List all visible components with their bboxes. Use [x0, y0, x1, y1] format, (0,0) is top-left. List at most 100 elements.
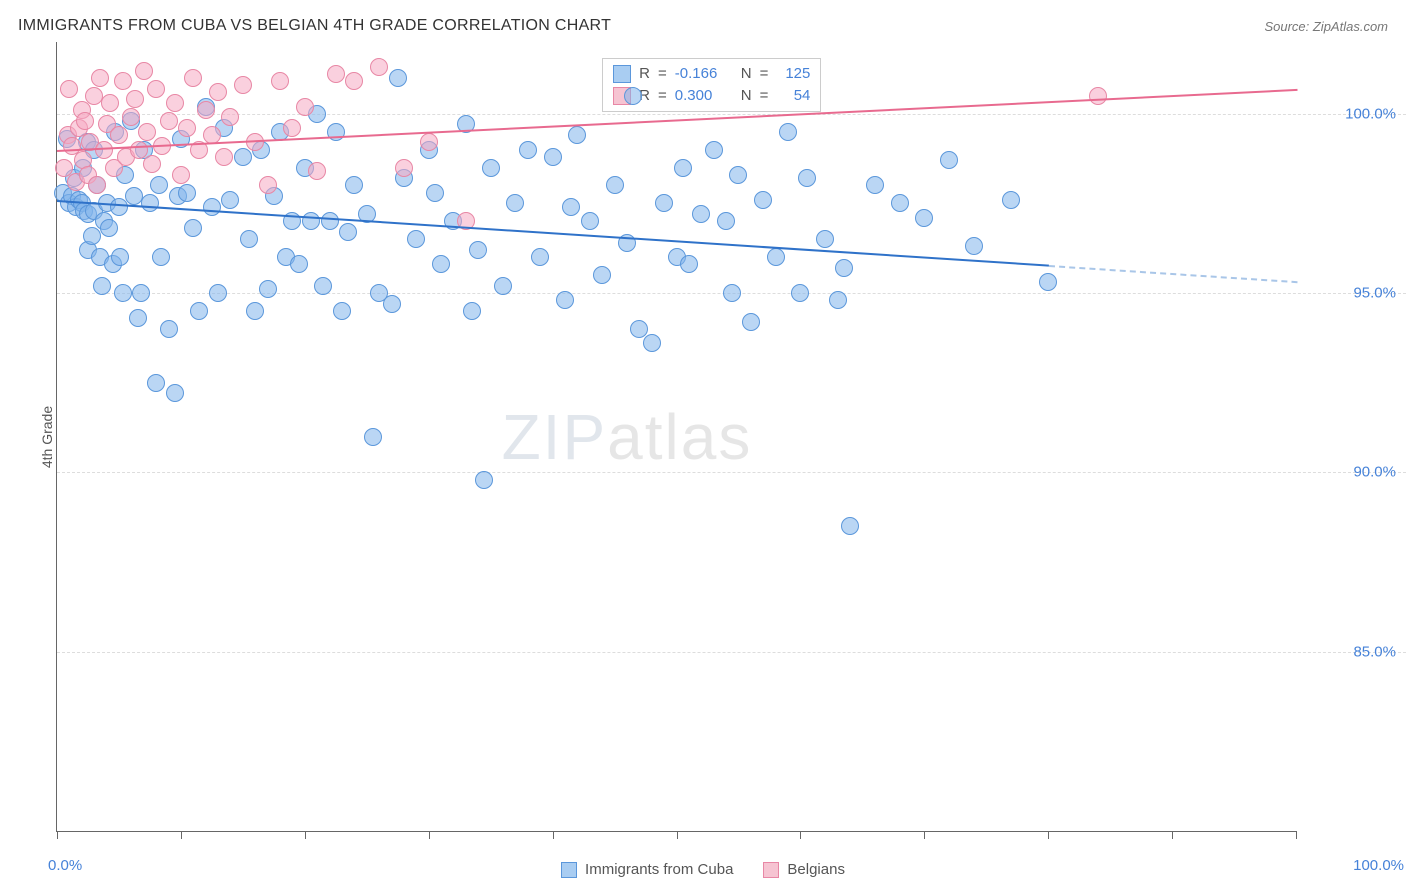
data-point-belgians: [283, 119, 301, 137]
data-point-belgians: [143, 155, 161, 173]
data-point-belgians: [296, 98, 314, 116]
data-point-cuba: [290, 255, 308, 273]
data-point-cuba: [463, 302, 481, 320]
data-point-cuba: [166, 384, 184, 402]
equals-sign: =: [658, 85, 667, 107]
x-tick: [800, 831, 801, 839]
y-tick-label: 95.0%: [1306, 285, 1396, 302]
y-tick-label: 100.0%: [1306, 105, 1396, 122]
data-point-cuba: [234, 148, 252, 166]
data-point-cuba: [178, 184, 196, 202]
stats-n-value: 54: [776, 85, 810, 107]
data-point-cuba: [203, 198, 221, 216]
data-point-cuba: [556, 291, 574, 309]
data-point-belgians: [327, 65, 345, 83]
x-tick: [553, 831, 554, 839]
data-point-cuba: [568, 126, 586, 144]
data-point-belgians: [130, 141, 148, 159]
data-point-cuba: [132, 284, 150, 302]
watermark: ZIPatlas: [502, 400, 753, 474]
data-point-belgians: [178, 119, 196, 137]
data-point-cuba: [723, 284, 741, 302]
data-point-cuba: [655, 194, 673, 212]
data-point-cuba: [1039, 273, 1057, 291]
stats-r-value: -0.166: [675, 63, 733, 85]
data-point-belgians: [172, 166, 190, 184]
data-point-cuba: [141, 194, 159, 212]
watermark-zip: ZIP: [502, 401, 608, 473]
data-point-cuba: [259, 280, 277, 298]
x-tick: [429, 831, 430, 839]
data-point-cuba: [246, 302, 264, 320]
stats-swatch: [613, 65, 631, 83]
data-point-belgians: [308, 162, 326, 180]
data-point-cuba: [221, 191, 239, 209]
legend-swatch: [561, 862, 577, 878]
data-point-cuba: [841, 517, 859, 535]
stats-row: R=0.300N=54: [613, 85, 810, 107]
data-point-cuba: [705, 141, 723, 159]
data-point-cuba: [339, 223, 357, 241]
data-point-belgians: [110, 126, 128, 144]
data-point-belgians: [215, 148, 233, 166]
series-legend: Immigrants from CubaBelgians: [0, 861, 1406, 878]
data-point-cuba: [321, 212, 339, 230]
data-point-cuba: [674, 159, 692, 177]
data-point-belgians: [209, 83, 227, 101]
data-point-belgians: [166, 94, 184, 112]
data-point-cuba: [100, 219, 118, 237]
data-point-cuba: [389, 69, 407, 87]
data-point-belgians: [271, 72, 289, 90]
data-point-cuba: [494, 277, 512, 295]
data-point-cuba: [129, 309, 147, 327]
data-point-cuba: [754, 191, 772, 209]
data-point-belgians: [138, 123, 156, 141]
data-point-belgians: [101, 94, 119, 112]
data-point-cuba: [147, 374, 165, 392]
x-tick: [924, 831, 925, 839]
data-point-cuba: [798, 169, 816, 187]
data-point-cuba: [680, 255, 698, 273]
data-point-cuba: [562, 198, 580, 216]
chart-title: IMMIGRANTS FROM CUBA VS BELGIAN 4TH GRAD…: [18, 17, 611, 35]
grid-line-h: [57, 472, 1406, 473]
data-point-belgians: [88, 176, 106, 194]
x-tick: [181, 831, 182, 839]
data-point-cuba: [593, 266, 611, 284]
data-point-cuba: [692, 205, 710, 223]
x-tick: [57, 831, 58, 839]
data-point-belgians: [259, 176, 277, 194]
data-point-cuba: [581, 212, 599, 230]
stats-r-label: R: [639, 63, 650, 85]
data-point-belgians: [184, 69, 202, 87]
x-tick: [677, 831, 678, 839]
data-point-belgians: [114, 72, 132, 90]
data-point-cuba: [779, 123, 797, 141]
data-point-cuba: [866, 176, 884, 194]
data-point-cuba: [383, 295, 401, 313]
data-point-cuba: [940, 151, 958, 169]
equals-sign: =: [760, 63, 769, 85]
data-point-cuba: [93, 277, 111, 295]
data-point-belgians: [147, 80, 165, 98]
data-point-cuba: [519, 141, 537, 159]
data-point-belgians: [60, 80, 78, 98]
data-point-belgians: [221, 108, 239, 126]
y-axis-title: 4th Grade: [39, 406, 55, 468]
data-point-cuba: [150, 176, 168, 194]
plot-area: ZIPatlas R=-0.166N=125R=0.300N=54 85.0%9…: [56, 42, 1296, 832]
y-tick-label: 85.0%: [1306, 643, 1396, 660]
data-point-cuba: [302, 212, 320, 230]
data-point-belgians: [1089, 87, 1107, 105]
data-point-belgians: [135, 62, 153, 80]
data-point-cuba: [816, 230, 834, 248]
data-point-belgians: [345, 72, 363, 90]
x-tick: [305, 831, 306, 839]
x-tick: [1048, 831, 1049, 839]
stats-r-value: 0.300: [675, 85, 733, 107]
x-tick: [1296, 831, 1297, 839]
data-point-belgians: [160, 112, 178, 130]
data-point-cuba: [717, 212, 735, 230]
data-point-cuba: [190, 302, 208, 320]
stats-row: R=-0.166N=125: [613, 63, 810, 85]
